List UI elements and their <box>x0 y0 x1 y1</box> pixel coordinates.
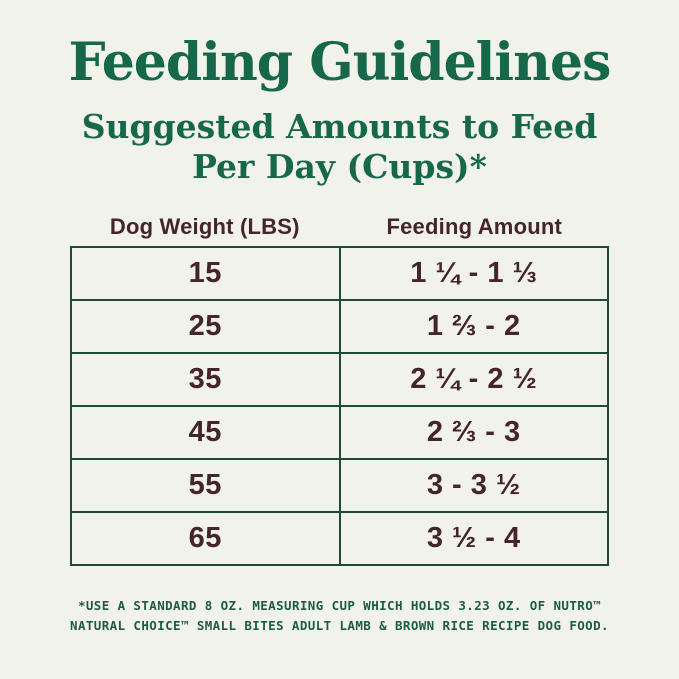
table-row: 55 3 - 3 ½ <box>70 457 609 513</box>
footnote-line-1: *USE A STANDARD 8 OZ. MEASURING CUP WHIC… <box>77 597 602 613</box>
weight-cell: 65 <box>70 510 341 566</box>
feeding-table: 15 1 ¼ - 1 ⅓ 25 1 ⅔ - 2 35 2 ¼ - 2 ½ 45 … <box>70 245 609 566</box>
footnote-line-2: NATURAL CHOICE™ SMALL BITES ADULT LAMB &… <box>70 617 609 633</box>
table-row: 45 2 ⅔ - 3 <box>70 404 609 460</box>
weight-cell: 45 <box>70 404 341 460</box>
page-title: Feeding Guidelines <box>68 32 612 93</box>
weight-cell: 35 <box>70 351 341 407</box>
subtitle-line-2: Per Day (Cups)* <box>192 147 487 187</box>
table-row: 25 1 ⅔ - 2 <box>70 298 609 354</box>
table-row: 15 1 ¼ - 1 ⅓ <box>70 245 609 301</box>
page-subtitle: Suggested Amounts to Feed Per Day (Cups)… <box>82 107 598 188</box>
amount-cell: 3 - 3 ½ <box>338 457 609 513</box>
footnote: *USE A STANDARD 8 OZ. MEASURING CUP WHIC… <box>30 596 650 636</box>
amount-cell: 1 ⅔ - 2 <box>338 298 609 354</box>
amount-cell: 2 ⅔ - 3 <box>338 404 609 460</box>
weight-cell: 55 <box>70 457 341 513</box>
amount-cell: 1 ¼ - 1 ⅓ <box>338 245 609 301</box>
column-header-dog-weight: Dog Weight (LBS) <box>109 213 300 239</box>
amount-cell: 2 ¼ - 2 ½ <box>338 351 609 407</box>
weight-cell: 15 <box>70 245 341 301</box>
weight-cell: 25 <box>70 298 341 354</box>
table-row: 65 3 ½ - 4 <box>70 510 609 566</box>
table-row: 35 2 ¼ - 2 ½ <box>70 351 609 407</box>
feeding-table-body: 15 1 ¼ - 1 ⅓ 25 1 ⅔ - 2 35 2 ¼ - 2 ½ 45 … <box>70 245 609 566</box>
amount-cell: 3 ½ - 4 <box>338 510 609 566</box>
subtitle-line-1: Suggested Amounts to Feed <box>81 107 598 147</box>
column-header-feeding-amount: Feeding Amount <box>386 213 563 239</box>
table-column-headers: Dog Weight (LBS) Feeding Amount <box>70 214 609 240</box>
